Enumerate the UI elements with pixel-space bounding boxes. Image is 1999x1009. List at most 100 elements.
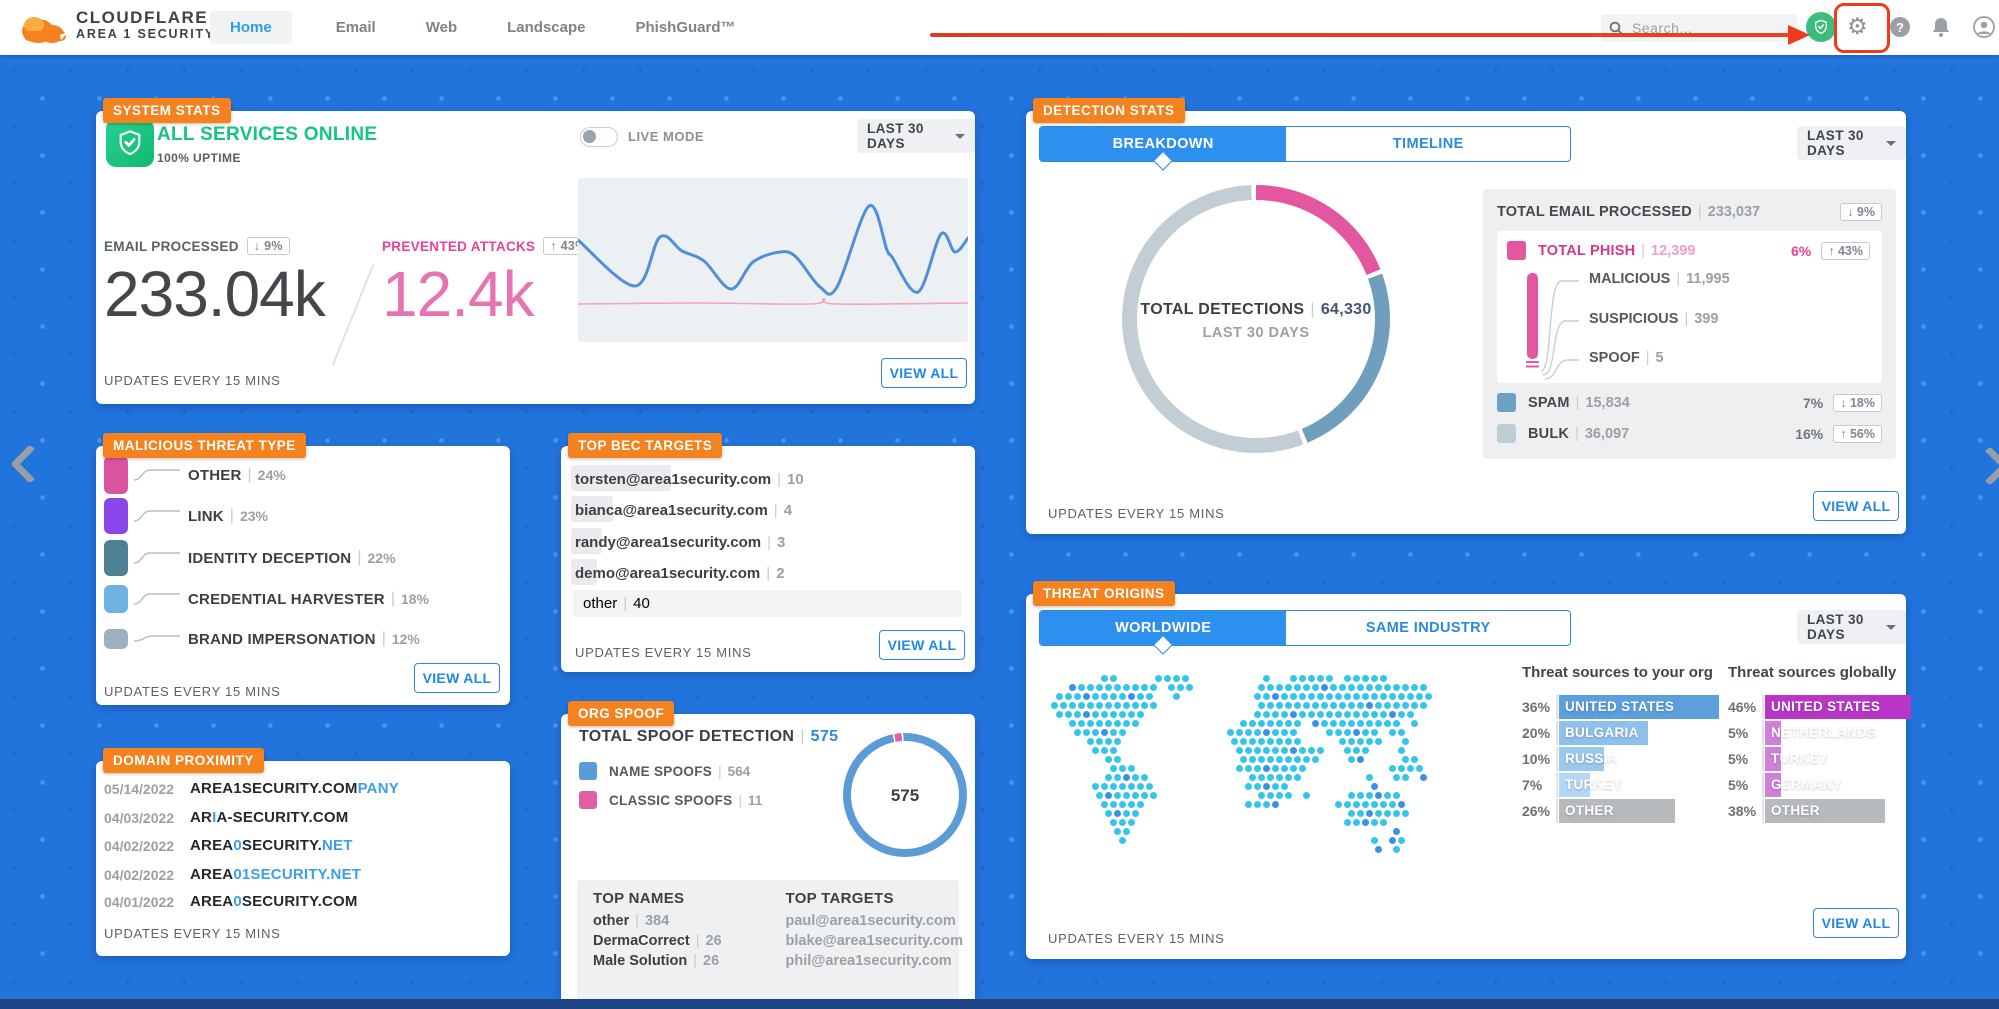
donut-center-label: TOTAL DETECTIONS bbox=[1140, 301, 1305, 318]
nav-home[interactable]: Home bbox=[210, 11, 292, 44]
source-row: 36% UNITED STATES bbox=[1522, 695, 1728, 719]
bec-email: randy@area1security.com bbox=[575, 533, 762, 551]
domain-row[interactable]: 04/02/2022 AREA0SECURITY.NET bbox=[104, 837, 353, 854]
live-mode-toggle[interactable] bbox=[580, 127, 618, 147]
connector-lines bbox=[1540, 280, 1579, 380]
email-processed-value: 233.04k bbox=[104, 258, 326, 330]
gear-icon[interactable]: ⚙ bbox=[1847, 13, 1868, 39]
swatch bbox=[1507, 241, 1526, 260]
source-bar: UNITED STATES bbox=[1559, 695, 1720, 719]
domain-name: AREA1SECURITY.COMPANY bbox=[190, 780, 399, 797]
toggle-knob bbox=[583, 130, 596, 143]
search-box[interactable] bbox=[1601, 14, 1797, 42]
top-name-row: DermaCorrect | 26 bbox=[593, 933, 722, 949]
email-processed-label: EMAIL PROCESSED ↓ 9% bbox=[104, 237, 290, 255]
bec-row[interactable]: torsten@area1security.com | 10 bbox=[571, 465, 804, 491]
nav-web[interactable]: Web bbox=[425, 19, 458, 36]
spoof-subrow: SPOOF | 5 bbox=[1589, 350, 1664, 366]
annotation-arrowhead bbox=[1788, 25, 1810, 45]
top-header: CLOUDFLARE AREA 1 SECURITY Home Email We… bbox=[0, 0, 1999, 55]
top-targets-header: TOP TARGETS bbox=[785, 890, 894, 907]
bulk-delta-badge: ↑ 56% bbox=[1833, 424, 1882, 443]
threat-type-row: BRAND IMPERSONATION | 12% bbox=[104, 619, 420, 659]
donut-center-value: 64,330 bbox=[1320, 301, 1372, 318]
system-stats-badge: SYSTEM STATS bbox=[103, 98, 231, 123]
bottom-bar bbox=[0, 999, 1999, 1009]
threat-type-pct: 24% bbox=[257, 467, 286, 483]
suspicious-subrow: SUSPICIOUS | 399 bbox=[1589, 311, 1719, 327]
domain-name: AREA0SECURITY.COM bbox=[190, 893, 358, 910]
source-row: 7% TURKEY bbox=[1522, 773, 1728, 797]
swatch bbox=[104, 540, 128, 576]
threat-origins-badge: THREAT ORIGINS bbox=[1033, 581, 1175, 606]
nav-phishguard[interactable]: PhishGuard™ bbox=[635, 19, 736, 36]
bec-view-all-button[interactable]: VIEW ALL bbox=[879, 630, 965, 660]
total-spoof-title: TOTAL SPOOF DETECTION | 575 bbox=[579, 728, 839, 745]
source-row: 38% OTHER bbox=[1728, 799, 1934, 823]
total-phish-row: TOTAL PHISH | 12,399 6% ↑ 43% bbox=[1507, 241, 1870, 260]
source-bar: OTHER bbox=[1765, 799, 1886, 823]
source-bar: GERMANY bbox=[1765, 773, 1842, 797]
nav-email[interactable]: Email bbox=[335, 19, 376, 36]
nav-landscape[interactable]: Landscape bbox=[507, 19, 586, 36]
name-highlight bbox=[571, 465, 671, 491]
tab-breakdown[interactable]: BREAKDOWN bbox=[1040, 127, 1287, 161]
threat-origins-view-all-button[interactable]: VIEW ALL bbox=[1813, 908, 1899, 938]
tab-timeline[interactable]: TIMELINE bbox=[1392, 136, 1464, 152]
chevron-down-icon bbox=[955, 133, 965, 139]
carousel-right-icon[interactable] bbox=[1970, 446, 1999, 486]
threat-type-pct: 22% bbox=[367, 550, 396, 566]
chevron-down-icon bbox=[1886, 624, 1896, 630]
tab-same-industry[interactable]: SAME INDUSTRY bbox=[1365, 620, 1491, 636]
help-icon[interactable]: ? bbox=[1890, 17, 1910, 37]
bec-other-row[interactable]: other | 40 bbox=[573, 590, 962, 617]
updates-note: UPDATES EVERY 15 MINS bbox=[104, 373, 281, 388]
domain-date: 04/01/2022 bbox=[104, 893, 175, 910]
threat-type-view-all-button[interactable]: VIEW ALL bbox=[414, 663, 500, 693]
org-spoof-donut-chart bbox=[843, 733, 967, 857]
domain-row[interactable]: 04/02/2022 AREA01SECURITY.NET bbox=[104, 866, 361, 883]
tab-worldwide[interactable]: WORLDWIDE bbox=[1040, 611, 1287, 645]
domain-name: AREA0SECURITY.NET bbox=[190, 837, 353, 854]
spam-row: SPAM | 15,834 7% ↓ 18% bbox=[1497, 393, 1882, 412]
domain-date: 05/14/2022 bbox=[104, 780, 175, 797]
domain-date: 04/03/2022 bbox=[104, 809, 175, 826]
domain-row[interactable]: 04/03/2022 ARIA-SECURITY.COM bbox=[104, 809, 348, 826]
threat-origins-range-dropdown[interactable]: LAST 30 DAYS bbox=[1797, 610, 1906, 644]
bec-row[interactable]: bianca@area1security.com | 4 bbox=[571, 496, 793, 522]
phish-delta-badge: ↑ 43% bbox=[1821, 241, 1870, 260]
bec-row[interactable]: demo@area1security.com | 2 bbox=[571, 559, 785, 585]
bulk-row: BULK | 36,097 16% ↑ 56% bbox=[1497, 424, 1882, 443]
org-spoof-card: ORG SPOOF TOTAL SPOOF DETECTION | 575 NAME… bbox=[561, 701, 975, 1009]
bell-icon[interactable] bbox=[1931, 16, 1951, 38]
bec-count: 3 bbox=[777, 533, 786, 551]
domain-row[interactable]: 05/14/2022 AREA1SECURITY.COMPANY bbox=[104, 780, 399, 797]
carousel-left-icon[interactable] bbox=[10, 444, 50, 484]
bulk-pct: 16% bbox=[1795, 425, 1824, 442]
system-stats-view-all-button[interactable]: VIEW ALL bbox=[881, 358, 967, 388]
bec-row[interactable]: randy@area1security.com | 3 bbox=[571, 528, 786, 554]
swatch bbox=[1497, 424, 1516, 443]
shield-check-status-icon[interactable] bbox=[1806, 12, 1836, 42]
global-sources-header: Threat sources globally bbox=[1728, 664, 1897, 681]
swatch bbox=[579, 762, 597, 780]
system-stats-range-dropdown[interactable]: LAST 30 DAYS bbox=[857, 119, 975, 153]
source-bar: TURKEY bbox=[1559, 773, 1622, 797]
domain-proximity-badge: DOMAIN PROXIMITY bbox=[103, 748, 264, 773]
detection-breakdown-panel: TOTAL EMAIL PROCESSED | 233,037 ↓ 9% TOTAL… bbox=[1483, 189, 1896, 459]
bec-email: torsten@area1security.com bbox=[575, 470, 772, 488]
account-icon[interactable] bbox=[1973, 16, 1995, 38]
source-bar: RUSSIA bbox=[1559, 747, 1618, 771]
bec-count: 4 bbox=[783, 501, 793, 519]
detection-stats-card: DETECTION STATS BREAKDOWN TIMELINE LAST … bbox=[1026, 98, 1906, 534]
domain-row[interactable]: 04/01/2022 AREA0SECURITY.COM bbox=[104, 893, 358, 910]
search-input[interactable] bbox=[1630, 19, 1780, 37]
detections-donut-chart bbox=[1122, 185, 1390, 453]
detection-range-dropdown[interactable]: LAST 30 DAYS bbox=[1797, 126, 1906, 160]
detection-view-all-button[interactable]: VIEW ALL bbox=[1813, 491, 1899, 521]
org-sources-column: Threat sources to your org 36% UNITED STA… bbox=[1522, 664, 1728, 825]
updates-note: UPDATES EVERY 15 MINS bbox=[104, 684, 281, 699]
source-bar: BULGARIA bbox=[1559, 721, 1648, 745]
divider bbox=[331, 264, 375, 366]
